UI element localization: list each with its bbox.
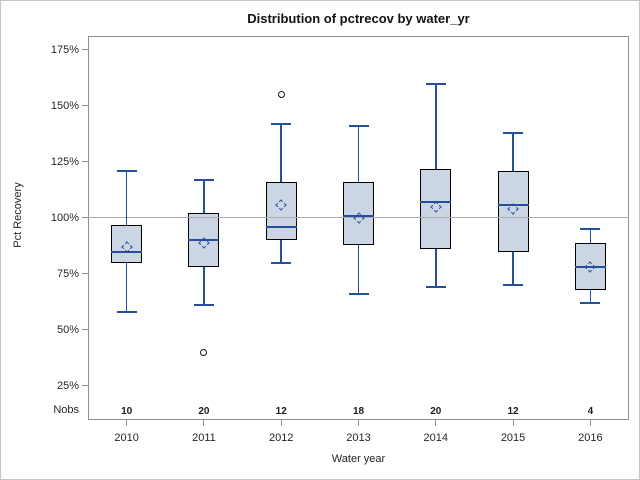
x-tick-label-2014: 2014 <box>423 432 449 444</box>
nobs-value-2011: 20 <box>198 406 210 417</box>
x-tick-2011 <box>203 420 205 426</box>
nobs-value-2012: 12 <box>275 406 287 417</box>
nobs-value-2016: 4 <box>587 406 594 417</box>
y-tick-label-50: 50% <box>56 323 79 336</box>
lower-whisker-cap-2013 <box>348 293 369 296</box>
x-axis-title: Water year <box>331 453 386 465</box>
y-tick-label-100: 100% <box>50 211 79 224</box>
median-line-2011 <box>188 239 220 242</box>
x-tick-label-2010: 2010 <box>114 432 139 444</box>
y-tick-75 <box>82 273 88 275</box>
lower-whisker-cap-2015 <box>503 284 524 287</box>
box-2014 <box>420 168 452 250</box>
median-line-2013 <box>343 214 374 217</box>
lower-whisker-2012 <box>280 240 282 263</box>
lower-whisker-cap-2016 <box>580 302 601 305</box>
box-2010 <box>111 224 143 263</box>
median-line-2014 <box>420 201 452 204</box>
upper-whisker-cap-2012 <box>271 122 292 125</box>
lower-whisker-cap-2011 <box>193 304 214 307</box>
box-2013 <box>343 182 374 245</box>
nobs-value-2010: 10 <box>121 406 133 417</box>
y-tick-label-175: 175% <box>50 43 79 56</box>
gridline-100pct <box>88 217 629 219</box>
x-tick-2012 <box>280 420 282 426</box>
y-tick-label-75: 75% <box>56 267 79 280</box>
lower-whisker-cap-2010 <box>116 311 137 314</box>
lower-whisker-2011 <box>203 267 205 306</box>
upper-whisker-2010 <box>125 170 128 225</box>
upper-whisker-2015 <box>512 132 514 171</box>
upper-whisker-cap-2011 <box>193 178 214 181</box>
median-line-2012 <box>265 225 297 228</box>
y-tick-175 <box>82 49 88 51</box>
upper-whisker-cap-2016 <box>580 228 601 231</box>
outlier-marker-2012-0 <box>277 91 285 99</box>
median-line-2010 <box>111 250 143 253</box>
median-line-2015 <box>497 203 529 206</box>
median-line-2016 <box>574 266 606 269</box>
x-tick-2013 <box>358 420 359 426</box>
x-tick-2016 <box>589 420 591 426</box>
outlier-marker-2011-0 <box>200 348 208 356</box>
box-2016 <box>574 242 606 290</box>
box-2015 <box>497 170 529 252</box>
y-tick-50 <box>82 329 88 331</box>
x-tick-2010 <box>126 420 128 426</box>
lower-whisker-2015 <box>512 251 514 286</box>
y-tick-label-150: 150% <box>50 99 79 112</box>
y-tick-label-125: 125% <box>50 155 79 168</box>
upper-whisker-cap-2014 <box>425 82 446 85</box>
lower-whisker-2016 <box>589 289 592 304</box>
x-tick-label-2016: 2016 <box>578 432 603 444</box>
box-2012 <box>265 182 297 241</box>
y-tick-100 <box>82 217 88 219</box>
x-tick-label-2011: 2011 <box>192 432 216 444</box>
upper-whisker-2011 <box>203 179 205 214</box>
upper-whisker-cap-2013 <box>348 125 369 128</box>
upper-whisker-2016 <box>589 229 592 243</box>
nobs-value-2013: 18 <box>352 406 365 417</box>
x-tick-label-2015: 2015 <box>500 432 526 444</box>
upper-whisker-cap-2010 <box>116 169 137 172</box>
upper-whisker-2013 <box>357 126 360 183</box>
x-tick-2015 <box>512 420 514 426</box>
x-tick-label-2013: 2013 <box>346 432 371 444</box>
upper-whisker-2014 <box>435 83 437 169</box>
lower-whisker-cap-2012 <box>271 261 292 264</box>
upper-whisker-2012 <box>280 123 282 183</box>
x-tick-2014 <box>435 420 437 426</box>
lower-whisker-2013 <box>357 244 360 295</box>
nobs-row-label: Nobs <box>53 404 79 416</box>
y-tick-25 <box>82 385 88 387</box>
y-tick-label-25: 25% <box>56 379 79 392</box>
upper-whisker-cap-2015 <box>503 131 524 134</box>
x-tick-label-2012: 2012 <box>268 432 294 444</box>
chart-title: Distribution of pctrecov by water_yr <box>247 11 470 26</box>
lower-whisker-2014 <box>435 249 437 288</box>
lower-whisker-2010 <box>125 262 128 313</box>
nobs-value-2015: 12 <box>507 406 519 417</box>
lower-whisker-cap-2014 <box>425 286 446 289</box>
y-tick-125 <box>82 161 88 163</box>
y-tick-150 <box>82 105 88 107</box>
nobs-value-2014: 20 <box>430 406 442 417</box>
